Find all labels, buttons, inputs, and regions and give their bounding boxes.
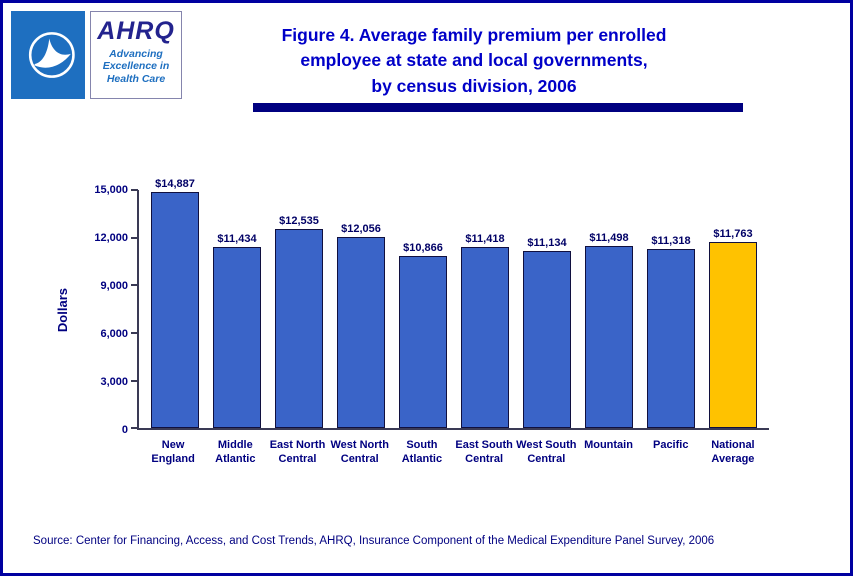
bar-value-label: $11,763: [713, 227, 753, 240]
y-tick-label: 9,000: [100, 280, 128, 293]
bar-value-label: $10,866: [403, 241, 443, 254]
x-axis-category-label: National Average: [711, 439, 755, 466]
bar-column: $10,866: [392, 190, 454, 429]
x-axis-category-label: New England: [151, 439, 195, 466]
bar-value-label: $11,418: [465, 232, 505, 245]
title-divider: [253, 103, 743, 113]
bar-column: $11,498: [578, 190, 640, 429]
x-axis-category-label: Pacific: [652, 439, 689, 452]
bar-chart: Dollars 0 3,000 6,000 9,000 12,000 15,000 $14…: [47, 178, 850, 467]
bar: [709, 241, 757, 429]
bar: [647, 248, 695, 429]
bar: [461, 246, 509, 429]
bar: [585, 245, 633, 429]
y-tick-mark: [131, 427, 138, 430]
y-tick-mark: [131, 379, 138, 382]
y-tick-mark: [131, 284, 138, 287]
bar-column: $12,535: [268, 190, 330, 429]
bar-column: $11,434: [206, 190, 268, 429]
y-tick-label: 12,000: [94, 232, 128, 245]
bar: [337, 236, 385, 429]
bar-column: $11,418: [454, 190, 516, 429]
y-tick-mark: [131, 236, 138, 239]
x-axis-category-label: West South Central: [516, 439, 577, 466]
y-tick-mark: [131, 189, 138, 192]
ahrq-logo: AHRQ Advancing Excellence in Health Care: [90, 11, 182, 99]
bar-value-label: $12,056: [341, 222, 381, 235]
y-tick-mark: [131, 331, 138, 334]
bar-column: $12,056: [330, 190, 392, 429]
bar-column: $11,318: [640, 190, 702, 429]
y-tick-label: 6,000: [100, 328, 128, 341]
bar: [523, 251, 571, 429]
source-note: Source: Center for Financing, Access, an…: [33, 535, 715, 547]
y-tick-label: 3,000: [100, 376, 128, 389]
bar-value-label: $14,887: [155, 177, 195, 190]
ahrq-logo-text: AHRQ: [97, 17, 175, 45]
x-axis-category-label: East South Central: [455, 439, 513, 466]
bar-value-label: $11,434: [217, 232, 257, 245]
y-axis-label: Dollars: [54, 288, 70, 333]
bar-column: $11,134: [516, 190, 578, 429]
x-axis-category-label: West North Central: [330, 439, 389, 466]
header: AHRQ Advancing Excellence in Health Care…: [3, 3, 850, 99]
x-axis-category-label: South Atlantic: [401, 439, 443, 466]
x-axis-category-label: Middle Atlantic: [215, 439, 256, 466]
bar-value-label: $11,318: [651, 234, 691, 247]
bar: [399, 255, 447, 429]
bar-value-label: $11,134: [527, 237, 567, 250]
bar: [151, 191, 199, 429]
plot-area: $14,887 $11,434 $12,535 $12,056 $10,866 $11,4…: [131, 178, 769, 431]
bar-column: $14,887: [144, 178, 206, 429]
x-axis-category-label: Mountain: [584, 439, 633, 452]
y-tick-label: 15,000: [94, 184, 128, 197]
bar-value-label: $12,535: [279, 215, 319, 228]
bars-row: $14,887 $11,434 $12,535 $12,056 $10,866 $11,4…: [139, 178, 769, 429]
y-tick-label: 0: [121, 424, 128, 437]
logo-group: AHRQ Advancing Excellence in Health Care: [11, 11, 182, 99]
hhs-logo: [11, 11, 85, 99]
x-axis-category-label: East North Central: [269, 439, 326, 466]
bar-column: $11,763: [702, 190, 764, 429]
y-axis-ticks: 0 3,000 6,000 9,000 12,000 15,000: [77, 184, 137, 436]
x-axis-labels: New England Middle Atlantic East North Cen…: [137, 438, 769, 467]
bar: [213, 246, 261, 429]
hhs-eagle-icon: [28, 32, 75, 78]
y-axis-label-wrap: Dollars: [47, 190, 77, 430]
bar-value-label: $11,498: [589, 231, 629, 244]
ahrq-tagline: Advancing Excellence in Health Care: [102, 48, 170, 85]
plot-wrap: $14,887 $11,434 $12,535 $12,056 $10,866 $11,4…: [131, 178, 769, 467]
figure-title: Figure 4. Average family premium per enr…: [281, 25, 667, 96]
bar: [275, 229, 323, 429]
